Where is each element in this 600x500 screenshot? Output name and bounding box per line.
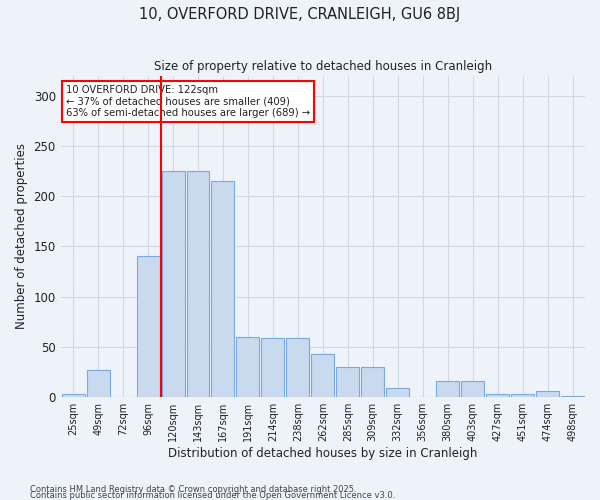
- Bar: [286, 338, 310, 397]
- Bar: [161, 171, 185, 397]
- Bar: [337, 367, 359, 397]
- Bar: [187, 171, 209, 397]
- Text: Contains public sector information licensed under the Open Government Licence v3: Contains public sector information licen…: [30, 490, 395, 500]
- Text: 10, OVERFORD DRIVE, CRANLEIGH, GU6 8BJ: 10, OVERFORD DRIVE, CRANLEIGH, GU6 8BJ: [139, 8, 461, 22]
- Bar: [137, 256, 160, 397]
- Bar: [236, 337, 259, 397]
- X-axis label: Distribution of detached houses by size in Cranleigh: Distribution of detached houses by size …: [168, 447, 478, 460]
- Text: 10 OVERFORD DRIVE: 122sqm
← 37% of detached houses are smaller (409)
63% of semi: 10 OVERFORD DRIVE: 122sqm ← 37% of detac…: [66, 85, 310, 118]
- Bar: [386, 388, 409, 397]
- Bar: [436, 381, 459, 397]
- Y-axis label: Number of detached properties: Number of detached properties: [15, 144, 28, 330]
- Bar: [561, 396, 584, 397]
- Bar: [511, 394, 534, 397]
- Text: Contains HM Land Registry data © Crown copyright and database right 2025.: Contains HM Land Registry data © Crown c…: [30, 484, 356, 494]
- Bar: [536, 391, 559, 397]
- Bar: [262, 338, 284, 397]
- Bar: [361, 367, 384, 397]
- Bar: [486, 394, 509, 397]
- Bar: [311, 354, 334, 397]
- Title: Size of property relative to detached houses in Cranleigh: Size of property relative to detached ho…: [154, 60, 492, 73]
- Bar: [86, 370, 110, 397]
- Bar: [461, 381, 484, 397]
- Bar: [211, 181, 235, 397]
- Bar: [62, 394, 85, 397]
